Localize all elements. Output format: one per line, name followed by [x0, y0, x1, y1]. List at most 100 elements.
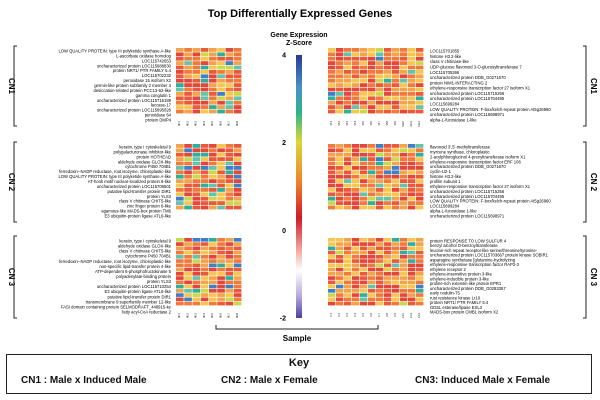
heatmap-cell-right: [352, 96, 360, 101]
heatmap-cell-right: [352, 301, 360, 306]
heatmap-cell-left: [209, 267, 217, 272]
gene-label-right: uncharacterized protein DDB_G0271670: [430, 75, 506, 80]
heatmap-cell-right: [400, 205, 408, 210]
heatmap-cell-right: [336, 246, 344, 251]
heatmap-cell-left: [200, 293, 209, 297]
heatmap-cell-left: [233, 238, 242, 242]
heatmap-cell-left: [192, 263, 201, 268]
heatmap-cell-left: [233, 201, 242, 205]
gene-label-right: uncharacterized protein LOC115715256: [430, 189, 505, 194]
heatmap-cell-left: [225, 144, 234, 148]
heatmap-cell-right: [408, 188, 416, 192]
heatmap-cell-left: [209, 238, 217, 242]
heatmap-cell-right: [400, 161, 408, 166]
heatmap-cell-right: [400, 267, 408, 272]
heatmap-cell-left: [225, 238, 234, 242]
heatmap-cell-left: [209, 161, 217, 166]
heatmap-cell-right: [328, 161, 336, 166]
gene-label-right: LOC115705366: [430, 70, 460, 75]
gene-label-right: cyclin-U2-1: [430, 169, 452, 174]
gene-label-right: UDP-glucose flavonoid 3-O-glucosyltransf…: [430, 65, 522, 70]
heatmap-cell-left: [200, 272, 209, 276]
heatmap-cell-right: [392, 78, 400, 83]
heatmap-cell-left: [233, 280, 242, 285]
heatmap-cell-left: [200, 179, 209, 183]
gene-label-left: E3 ubiquitin-protein ligase ATL6-like: [105, 214, 172, 219]
heatmap-cell-right: [344, 192, 352, 197]
heatmap-cell-left: [209, 96, 217, 101]
heatmap-cell-right: [360, 276, 368, 280]
heatmap-cell-right: [344, 205, 352, 210]
sample-label-right: M.9: [393, 120, 397, 125]
heatmap-cell-right: [336, 96, 344, 101]
heatmap-cell-right: [392, 284, 400, 289]
heatmap-cell-right: [360, 148, 368, 153]
heatmap-cell-right: [408, 293, 416, 297]
heatmap-cell-left: [209, 246, 217, 251]
heatmap-cell-left: [233, 61, 242, 65]
heatmap-cell-right: [384, 144, 392, 148]
heatmap-cell-left: [233, 263, 242, 268]
heatmap-cell-right: [344, 293, 352, 297]
heatmap-cell-right: [336, 157, 344, 161]
heatmap-cell-right: [368, 148, 376, 153]
heatmap-cell-right: [328, 78, 336, 83]
heatmap-cell-left: [225, 284, 234, 289]
heatmap-cell-right: [400, 276, 408, 280]
gene-label-left: protein NRT1/ PTR FAMILY 5.4: [113, 68, 172, 73]
heatmap-cell-right: [408, 78, 416, 83]
heatmap-cell-right: [384, 280, 392, 285]
heatmap-cell-left: [225, 65, 234, 70]
gene-label-right: uncharacterized protein DDB_G0283357: [430, 286, 506, 291]
heatmap-cell-right: [392, 205, 400, 210]
heatmap-cell-left: [192, 70, 201, 74]
heatmap-cell-right: [328, 183, 336, 188]
heatmap-cell-right: [368, 259, 376, 263]
heatmap-cell-right: [376, 255, 384, 259]
heatmap-cell-right: [368, 48, 376, 52]
heatmap-cell-right: [368, 179, 376, 183]
heatmap-cell-right: [328, 109, 336, 114]
panel-label-left: CN 3: [7, 268, 16, 287]
sample-label-right: M.11: [409, 120, 413, 126]
heatmap-cell-right: [336, 109, 344, 114]
heatmap-cell-right: [400, 246, 408, 251]
heatmap-cell-right: [328, 293, 336, 297]
heatmap-cell-right: [416, 109, 424, 114]
heatmap-cell-left: [184, 144, 192, 148]
heatmap-cell-right: [328, 152, 336, 157]
heatmap-cell-right: [360, 280, 368, 285]
heatmap-cell-right: [400, 170, 408, 175]
heatmap-cell-left: [192, 280, 201, 285]
heatmap-cell-right: [376, 74, 384, 79]
heatmap-cell-right: [336, 188, 344, 192]
heatmap-cell-left: [184, 96, 192, 101]
heatmap-cell-right: [328, 179, 336, 183]
heatmap-cell-right: [360, 293, 368, 297]
heatmap-cell-left: [225, 205, 234, 210]
heatmap-cell-left: [233, 152, 242, 157]
heatmap-cell-left: [184, 105, 192, 109]
heatmap-cell-right: [416, 192, 424, 197]
heatmap-cell-left: [225, 78, 234, 83]
heatmap-cell-left: [217, 83, 225, 87]
heatmap-cell-right: [400, 87, 408, 92]
sample-label-right: M.1: [329, 120, 333, 125]
heatmap-cell-left: [200, 192, 209, 197]
heatmap-cell-left: [184, 148, 192, 153]
heatmap-cell-right: [392, 83, 400, 87]
heatmap-cell-right: [384, 284, 392, 289]
heatmap-cell-right: [392, 157, 400, 161]
heatmap-cell-left: [176, 109, 184, 114]
heatmap-cell-left: [209, 242, 217, 246]
heatmap-cell-right: [344, 301, 352, 306]
heatmap-cell-right: [408, 192, 416, 197]
heatmap-cell-right: [368, 297, 376, 302]
heatmap-cell-right: [328, 87, 336, 92]
heatmap-cell-left: [200, 74, 209, 79]
heatmap-cell-right: [352, 100, 360, 105]
heatmap-cell-left: [200, 65, 209, 70]
heatmap-cell-left: [217, 238, 225, 242]
heatmap-cell-left: [200, 196, 209, 201]
heatmap-cell-left: [209, 289, 217, 293]
